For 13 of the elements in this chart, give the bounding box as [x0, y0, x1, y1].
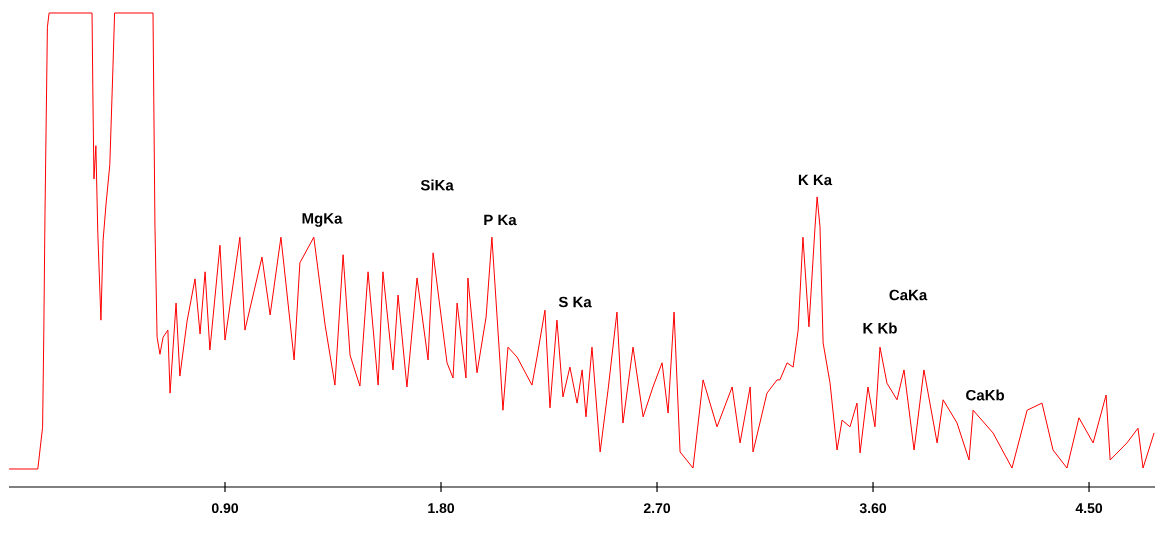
- x-tick-label: 0.90: [211, 503, 239, 514]
- annotation: K Ka: [798, 174, 833, 186]
- x-tick-label: 1.80: [428, 503, 455, 514]
- annotation: CaKa: [889, 289, 928, 301]
- annotation: SiKa: [420, 179, 454, 191]
- x-tick-label: 3.60: [859, 503, 887, 514]
- x-tick-label: 4.50: [1075, 503, 1103, 514]
- x-tick-label: 2.70: [643, 503, 671, 514]
- annotation: CaKb: [966, 389, 1005, 401]
- annotation: K Kb: [863, 322, 897, 334]
- annotation: S Ka: [558, 296, 592, 308]
- annotation: P Ka: [484, 214, 517, 226]
- annotation: MgKa: [302, 213, 343, 227]
